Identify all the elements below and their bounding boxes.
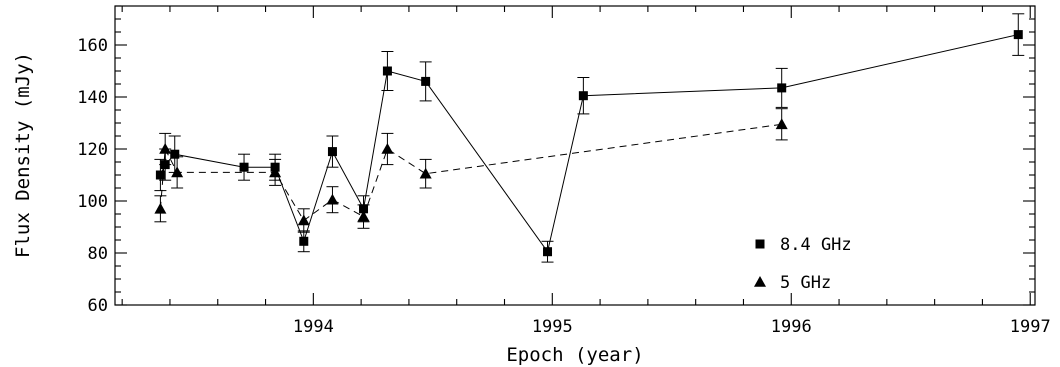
y-tick-label: 80 bbox=[88, 244, 108, 264]
x-tick-label: 1996 bbox=[771, 317, 812, 337]
series-5-ghz bbox=[154, 108, 788, 233]
data-point bbox=[777, 83, 787, 93]
series-8-4-ghz bbox=[154, 13, 1025, 263]
legend-label: 5 GHz bbox=[780, 273, 831, 293]
data-point bbox=[357, 210, 370, 222]
data-point bbox=[155, 170, 165, 180]
data-point bbox=[382, 66, 392, 76]
legend-marker bbox=[755, 239, 765, 249]
data-point bbox=[419, 167, 432, 179]
y-tick-label: 160 bbox=[77, 36, 108, 56]
data-point bbox=[170, 149, 180, 159]
x-tick-label: 1994 bbox=[293, 317, 334, 337]
data-point bbox=[299, 236, 309, 246]
series-line bbox=[159, 123, 782, 222]
legend-label: 8.4 GHz bbox=[780, 235, 852, 255]
data-point bbox=[326, 193, 339, 205]
data-point bbox=[578, 91, 588, 101]
data-point bbox=[381, 143, 394, 154]
data-point bbox=[171, 166, 184, 178]
y-axis-label: Flux Density (mJy) bbox=[12, 52, 34, 258]
data-point bbox=[1013, 30, 1023, 40]
plot-frame bbox=[114, 5, 1036, 306]
y-tick-label: 120 bbox=[77, 140, 108, 160]
legend-marker bbox=[754, 276, 766, 287]
x-axis-label: Epoch (year) bbox=[506, 344, 643, 366]
series-line bbox=[159, 34, 1019, 253]
data-point bbox=[269, 166, 282, 178]
axis-ticks: 1994 1995 1996 1997 60 80 100 120 140 160 bbox=[77, 5, 1051, 337]
y-tick-label: 100 bbox=[77, 192, 108, 212]
series-layer bbox=[154, 13, 1025, 263]
data-point bbox=[154, 202, 167, 214]
data-point bbox=[239, 162, 249, 172]
data-point bbox=[543, 247, 553, 257]
y-tick-label: 140 bbox=[77, 88, 108, 108]
x-tick-label: 1995 bbox=[532, 317, 573, 337]
data-point bbox=[327, 147, 337, 157]
data-point bbox=[297, 214, 310, 226]
data-point bbox=[159, 143, 172, 154]
legend: 8.4 GHz 5 GHz bbox=[754, 235, 852, 293]
x-tick-label: 1997 bbox=[1010, 317, 1051, 337]
data-point bbox=[775, 118, 788, 130]
data-point bbox=[421, 76, 431, 86]
y-tick-label: 60 bbox=[88, 296, 108, 316]
